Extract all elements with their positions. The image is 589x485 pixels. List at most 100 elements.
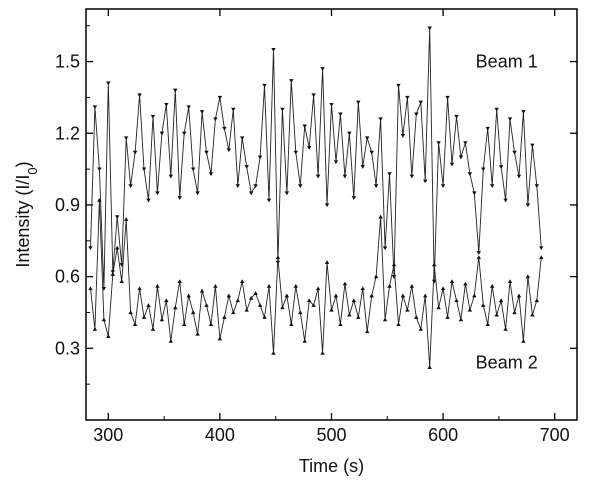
series-1-point bbox=[454, 114, 459, 119]
series-2-point bbox=[521, 338, 526, 343]
series-2-point bbox=[445, 315, 450, 319]
series-1-point bbox=[284, 191, 290, 196]
series-1-point bbox=[494, 107, 499, 112]
series-1-point bbox=[240, 136, 245, 141]
series-1-point bbox=[311, 93, 316, 98]
series-1-point bbox=[248, 191, 254, 196]
series-2-point bbox=[213, 283, 218, 288]
x-tick-label: 700 bbox=[540, 425, 570, 445]
series-2-point bbox=[266, 283, 272, 288]
series-1-point bbox=[208, 172, 214, 177]
series-2-point bbox=[498, 298, 504, 303]
series-2-point bbox=[365, 329, 370, 334]
series-1-point bbox=[329, 102, 334, 107]
x-tick-label: 500 bbox=[316, 425, 346, 445]
series-1-point bbox=[182, 131, 187, 136]
series-1-point bbox=[481, 167, 486, 172]
series-1-point bbox=[418, 100, 423, 105]
series-2-point bbox=[159, 317, 165, 322]
series-1-point bbox=[115, 215, 120, 220]
series-2-point bbox=[360, 286, 365, 291]
series-2-point bbox=[454, 298, 459, 303]
series-1-point bbox=[423, 179, 428, 184]
series-1-point bbox=[338, 112, 343, 117]
series-2-point bbox=[150, 326, 156, 331]
series-2-point bbox=[347, 312, 352, 317]
series-1-point bbox=[436, 141, 441, 146]
series-2-point bbox=[494, 312, 499, 317]
series-2-point bbox=[137, 286, 142, 291]
y-tick-label: 1.2 bbox=[55, 123, 80, 143]
series-1-point bbox=[155, 191, 160, 196]
series-2-point bbox=[275, 255, 281, 260]
series-2-point bbox=[248, 295, 254, 300]
series-2-point bbox=[539, 255, 544, 260]
x-tick-label: 400 bbox=[205, 425, 235, 445]
series-2-point bbox=[507, 279, 513, 284]
series-1-point bbox=[280, 107, 285, 112]
series-2-point bbox=[186, 293, 191, 298]
series-1-point bbox=[289, 79, 294, 83]
series-1-point bbox=[306, 145, 312, 150]
series-1-point bbox=[159, 131, 165, 136]
series-1-point bbox=[293, 150, 298, 155]
series-2-point bbox=[141, 315, 147, 319]
series-1-point bbox=[324, 203, 330, 208]
series-1-point bbox=[365, 136, 370, 141]
series-1-point bbox=[525, 203, 531, 208]
series-1-point bbox=[387, 172, 392, 177]
series-2-point bbox=[534, 298, 540, 303]
series-2-point bbox=[293, 283, 298, 288]
series-2-point bbox=[324, 260, 330, 264]
series-1-point bbox=[503, 198, 508, 203]
series-1-point bbox=[521, 110, 526, 114]
series-1-point bbox=[173, 88, 178, 93]
series-2-point bbox=[128, 310, 133, 315]
series-1-point bbox=[320, 67, 325, 71]
series-2-point bbox=[217, 336, 223, 341]
series-1-point bbox=[445, 95, 450, 100]
series-2-point bbox=[101, 317, 107, 322]
series-1-point bbox=[137, 93, 142, 98]
series-2-point bbox=[311, 303, 316, 307]
series-1-point bbox=[347, 131, 352, 136]
series-1-point bbox=[190, 167, 196, 172]
series-2-point bbox=[378, 214, 383, 219]
series-2-point bbox=[516, 293, 522, 298]
series-1-point bbox=[516, 174, 522, 179]
series-2-point bbox=[485, 322, 490, 327]
series-2-point bbox=[302, 338, 307, 343]
annotation-layer: Beam 1 Beam 2 bbox=[476, 52, 538, 373]
series-1-point bbox=[235, 184, 240, 189]
series-1-point bbox=[123, 136, 129, 141]
beam-annotation-2: Beam 2 bbox=[476, 353, 538, 373]
series-2-point bbox=[164, 298, 169, 303]
series-1-point bbox=[378, 117, 383, 122]
series-1-point bbox=[132, 150, 138, 155]
series-1-point bbox=[231, 107, 236, 112]
series-2-point bbox=[418, 326, 423, 331]
series-2-point bbox=[123, 217, 129, 221]
series-1-point bbox=[512, 150, 517, 155]
series-1-point bbox=[244, 165, 249, 169]
series-1-point bbox=[463, 141, 468, 146]
series-layer bbox=[88, 26, 544, 370]
y-tick-label: 0.6 bbox=[55, 267, 80, 287]
series-2-point bbox=[146, 303, 151, 307]
series-1-point bbox=[507, 117, 513, 122]
series-1-point bbox=[405, 95, 410, 100]
series-2-point bbox=[262, 315, 267, 319]
series-1-point bbox=[257, 155, 263, 160]
series-2-point bbox=[132, 322, 138, 327]
series-1-point bbox=[253, 184, 258, 189]
series-2-point bbox=[512, 310, 517, 315]
series-1-point bbox=[226, 148, 232, 153]
series-1-point bbox=[92, 105, 98, 110]
series-2-point bbox=[195, 331, 200, 336]
series-2-point bbox=[525, 274, 531, 279]
series-1-point bbox=[222, 126, 227, 131]
series-2-point bbox=[356, 315, 361, 319]
series-2-point bbox=[382, 317, 388, 322]
